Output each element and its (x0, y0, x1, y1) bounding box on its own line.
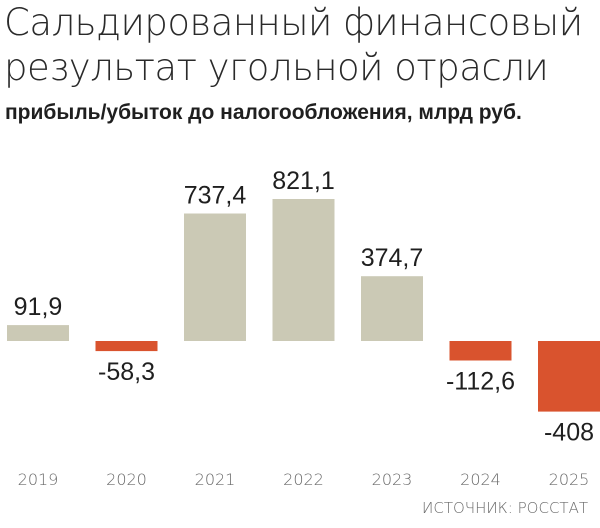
value-label-2022: 821,1 (272, 167, 335, 195)
chart-subtitle: прибыль/убыток до налогообложения, млрд … (5, 101, 522, 124)
x-tick-label-2021: 2021 (195, 470, 236, 489)
value-label-2024: -112,6 (446, 368, 515, 396)
bar-2021 (184, 213, 246, 341)
chart-title: Сальдированный финансовый результат угол… (4, 1, 583, 89)
bar-2025 (538, 341, 600, 412)
value-label-2023: 374,7 (361, 244, 424, 272)
x-tick-label-2020: 2020 (106, 470, 147, 489)
x-tick-label-2023: 2023 (372, 470, 413, 489)
value-label-2020: -58,3 (98, 358, 155, 386)
x-tick-label-2024: 2024 (460, 470, 501, 489)
x-tick-label-2019: 2019 (18, 470, 59, 489)
x-tick-label-2025: 2025 (549, 470, 590, 489)
x-tick-label-2022: 2022 (283, 470, 324, 489)
bar-2020 (95, 341, 158, 352)
bar-2022 (272, 199, 335, 341)
bar-2023 (361, 276, 423, 341)
source-note: ИСТОЧНИК: РОССТАТ (422, 499, 588, 517)
value-label-2019: 91,9 (14, 293, 63, 321)
value-label-2021: 737,4 (184, 182, 247, 210)
bar-2019 (7, 325, 69, 341)
bar-2024 (449, 341, 512, 361)
value-label-2025: -408 (544, 419, 594, 447)
